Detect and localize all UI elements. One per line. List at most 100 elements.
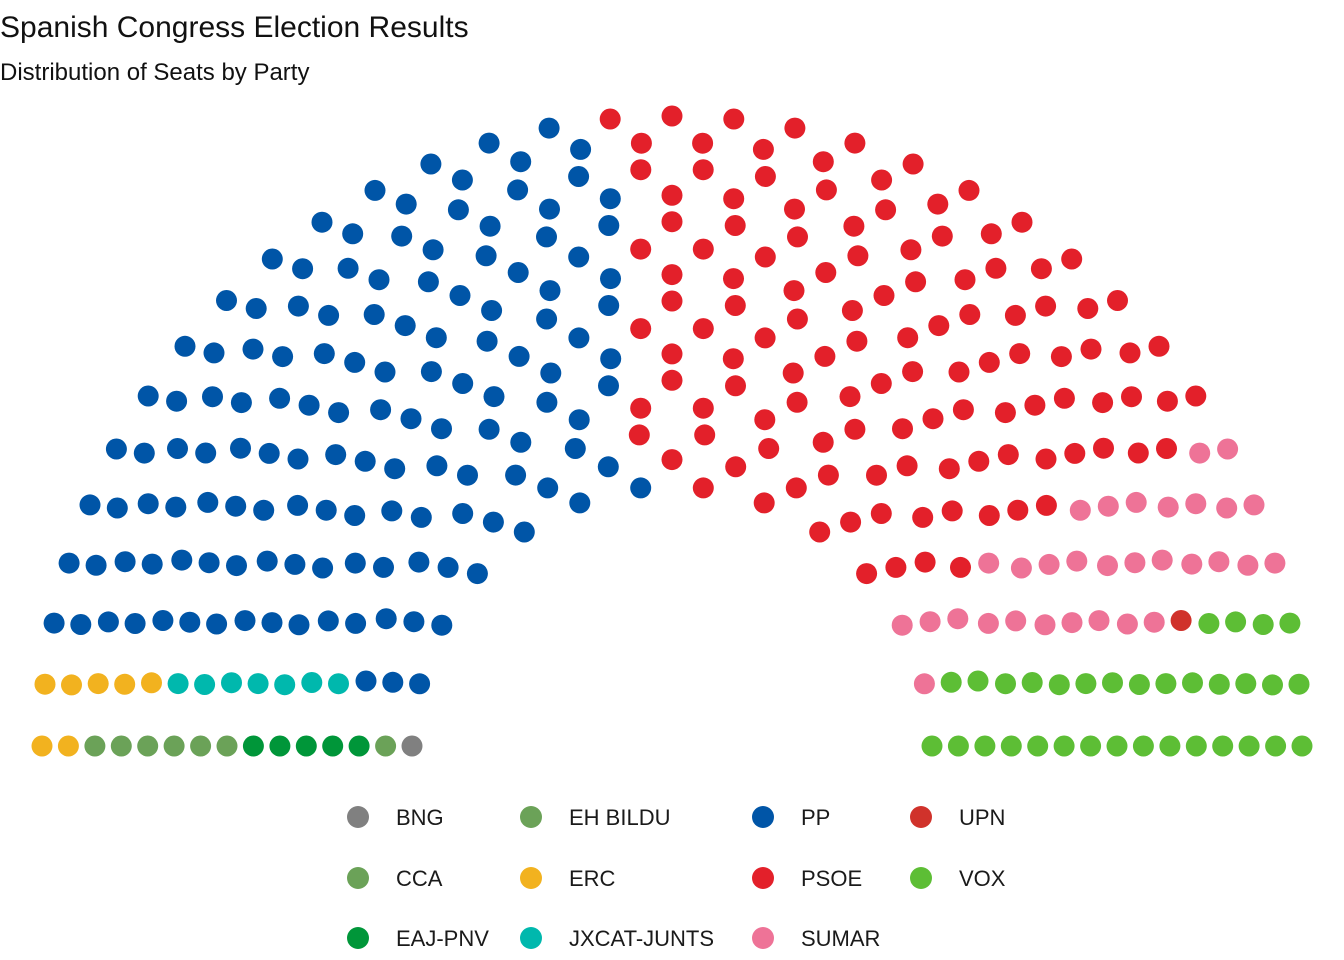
seat-pp bbox=[344, 351, 366, 373]
seat-sumar bbox=[947, 608, 969, 630]
seat-psoe bbox=[1156, 390, 1178, 412]
seat-psoe bbox=[661, 369, 683, 391]
seat-pp bbox=[447, 199, 469, 221]
seat-pp bbox=[225, 495, 247, 517]
seat-eaj-pnv bbox=[295, 735, 317, 757]
seat-erc bbox=[87, 673, 109, 695]
seat-pp bbox=[394, 315, 416, 337]
seat-psoe bbox=[722, 348, 744, 370]
seat-pp bbox=[328, 402, 350, 424]
seat-erc bbox=[31, 735, 53, 757]
legend-label: VOX bbox=[959, 866, 1006, 891]
legend-label: PP bbox=[801, 805, 830, 830]
seat-psoe bbox=[870, 373, 892, 394]
legend-item-jxcat-junts: JXCAT-JUNTS bbox=[520, 926, 714, 951]
seat-pp bbox=[43, 612, 65, 634]
seat-psoe bbox=[1107, 290, 1128, 311]
seat-pp bbox=[513, 521, 535, 543]
seat-pp bbox=[598, 295, 620, 316]
seat-pp bbox=[58, 552, 80, 574]
seat-pp bbox=[292, 258, 314, 280]
seat-vox bbox=[1155, 673, 1177, 695]
seat-sumar bbox=[1034, 614, 1056, 636]
seat-pp bbox=[452, 503, 474, 524]
seat-psoe bbox=[752, 138, 774, 160]
seat-pp bbox=[505, 464, 527, 486]
seat-psoe bbox=[959, 304, 981, 325]
seat-pp bbox=[141, 553, 163, 575]
seat-psoe bbox=[630, 397, 652, 419]
seat-psoe bbox=[1080, 338, 1102, 360]
seat-psoe bbox=[847, 245, 869, 267]
seat-pp bbox=[287, 494, 309, 516]
seat-psoe bbox=[938, 458, 960, 480]
seat-jxcat-junts bbox=[194, 674, 216, 695]
seat-psoe bbox=[980, 223, 1002, 245]
seat-pp bbox=[174, 335, 196, 357]
seat-sumar bbox=[1189, 442, 1211, 464]
seat-pp bbox=[536, 391, 558, 413]
seat-vox bbox=[1238, 735, 1260, 757]
seat-pp bbox=[344, 552, 366, 574]
seat-pp bbox=[409, 673, 431, 695]
seat-pp bbox=[449, 285, 471, 306]
legend-item-eaj-pnv: EAJ-PNV bbox=[347, 926, 489, 951]
seat-pp bbox=[114, 551, 136, 573]
seat-psoe bbox=[885, 556, 907, 578]
seat-sumar bbox=[1237, 554, 1259, 576]
seat-eaj-pnv bbox=[242, 735, 264, 757]
seat-psoe bbox=[692, 477, 714, 499]
seat-pp bbox=[337, 257, 359, 279]
seat-psoe bbox=[1004, 304, 1026, 326]
seat-sumar bbox=[1208, 551, 1230, 573]
legend-label: UPN bbox=[959, 805, 1005, 830]
seat-pp bbox=[298, 394, 320, 416]
seat-psoe bbox=[1064, 442, 1086, 464]
seat-pp bbox=[400, 408, 422, 430]
seat-psoe bbox=[900, 239, 922, 261]
seat-pp bbox=[564, 438, 586, 459]
seat-upn bbox=[1170, 610, 1192, 631]
seat-eh-bildu bbox=[216, 735, 238, 757]
seat-psoe bbox=[873, 285, 895, 306]
seat-pp bbox=[395, 193, 417, 215]
seat-vox bbox=[1252, 614, 1274, 635]
seat-psoe bbox=[1053, 387, 1075, 409]
seat-pp bbox=[370, 399, 392, 421]
seat-pp bbox=[420, 361, 442, 383]
seat-psoe bbox=[914, 551, 936, 573]
seat-psoe bbox=[1030, 258, 1052, 280]
seat-psoe bbox=[922, 408, 944, 430]
legend-swatch bbox=[347, 806, 369, 828]
seat-pp bbox=[97, 611, 119, 633]
seat-psoe bbox=[661, 211, 683, 233]
seat-pp bbox=[457, 464, 478, 486]
seat-psoe bbox=[754, 327, 776, 349]
seat-sumar bbox=[891, 614, 913, 636]
legend-item-upn: UPN bbox=[910, 805, 1005, 830]
legend: BNG CCA EAJ-PNV EH BILDU ERC JXCAT-JUNTS PP PSO… bbox=[347, 805, 1006, 951]
seat-psoe bbox=[994, 402, 1016, 424]
seat-psoe bbox=[840, 511, 862, 533]
seat-psoe bbox=[754, 409, 776, 431]
seat-pp bbox=[482, 511, 504, 533]
seat-sumar bbox=[978, 552, 1000, 574]
seat-psoe bbox=[866, 464, 887, 486]
seat-pp bbox=[600, 268, 621, 290]
seat-sumar bbox=[1069, 499, 1091, 521]
seat-psoe bbox=[839, 386, 861, 408]
seat-pp bbox=[245, 298, 267, 319]
seat-pp bbox=[382, 671, 404, 693]
seat-pp bbox=[179, 611, 201, 633]
seat-psoe bbox=[630, 132, 652, 154]
seat-vox bbox=[1128, 674, 1150, 695]
seat-pp bbox=[253, 499, 275, 521]
seat-pp bbox=[568, 327, 590, 349]
seat-pp bbox=[381, 500, 403, 522]
seat-sumar bbox=[1066, 550, 1088, 572]
seat-pp bbox=[510, 151, 532, 173]
seat-pp bbox=[391, 225, 413, 247]
seat-psoe bbox=[784, 117, 806, 139]
seat-psoe bbox=[905, 271, 927, 293]
seat-psoe bbox=[725, 375, 746, 397]
